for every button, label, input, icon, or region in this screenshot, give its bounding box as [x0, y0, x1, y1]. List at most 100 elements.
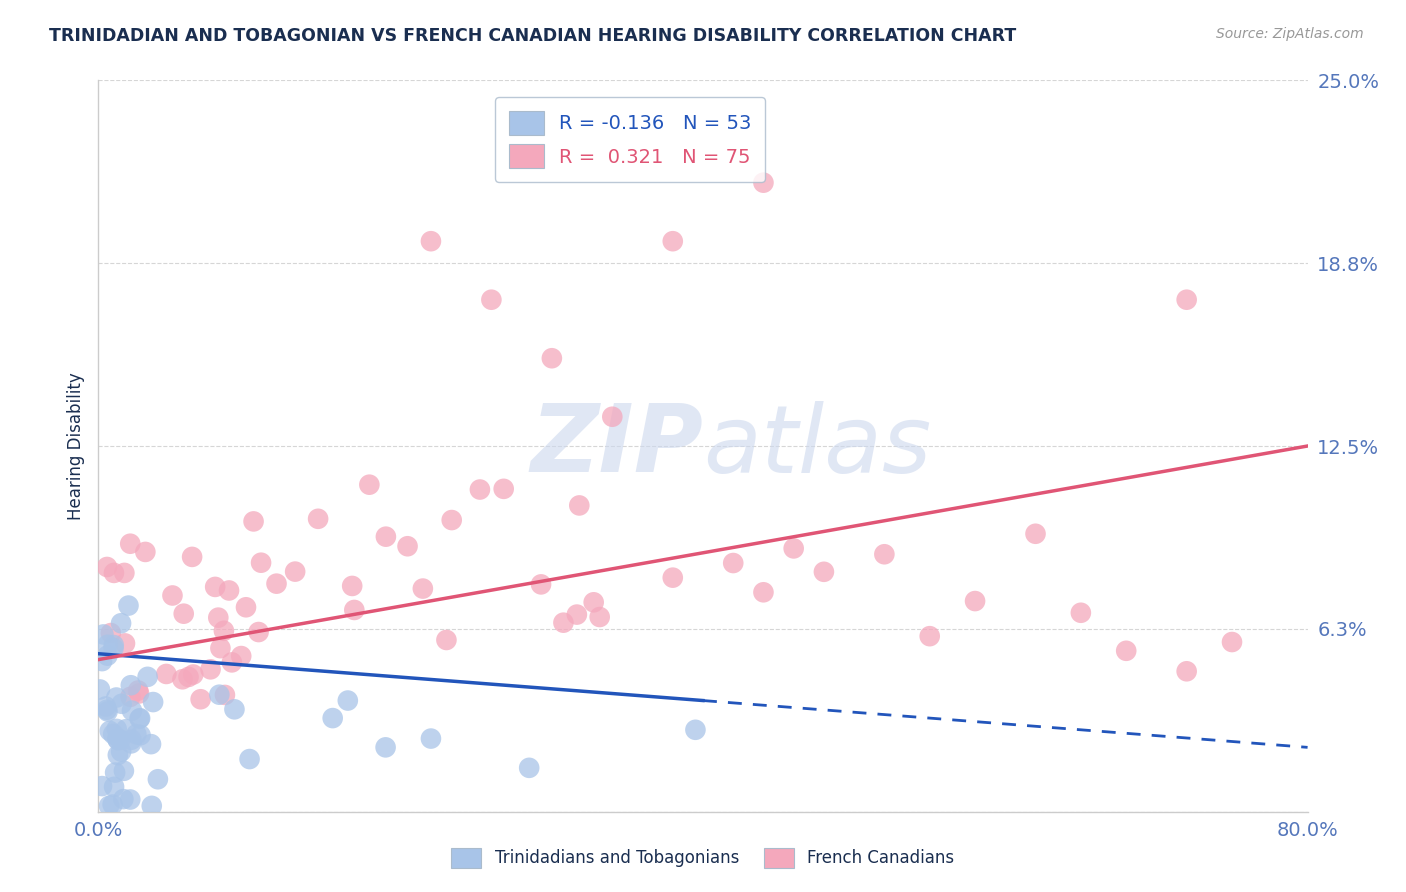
Point	[307, 512, 329, 526]
Point	[239, 752, 262, 766]
Point	[190, 692, 212, 706]
Point	[589, 610, 612, 624]
Point	[91, 779, 114, 793]
Point	[103, 638, 125, 652]
Point	[112, 792, 135, 806]
Text: TRINIDADIAN AND TOBAGONIAN VS FRENCH CANADIAN HEARING DISABILITY CORRELATION CHA: TRINIDADIAN AND TOBAGONIAN VS FRENCH CAN…	[49, 27, 1017, 45]
Point	[107, 733, 129, 747]
Point	[553, 615, 575, 630]
Point	[136, 670, 159, 684]
Point	[134, 545, 156, 559]
Point	[396, 539, 419, 553]
Point	[107, 747, 129, 762]
Point	[96, 648, 118, 663]
Point	[242, 515, 264, 529]
Point	[661, 234, 683, 248]
Point	[602, 409, 624, 424]
Point	[146, 772, 169, 787]
Point	[120, 678, 142, 692]
Legend: Trinidadians and Tobagonians, French Canadians: Trinidadians and Tobagonians, French Can…	[444, 841, 962, 875]
Point	[322, 711, 344, 725]
Point	[247, 625, 270, 640]
Point	[873, 547, 896, 561]
Point	[661, 571, 683, 585]
Y-axis label: Hearing Disability: Hearing Disability	[66, 372, 84, 520]
Point	[96, 703, 118, 717]
Point	[114, 636, 136, 650]
Point	[103, 641, 125, 656]
Point	[105, 722, 128, 736]
Point	[97, 705, 120, 719]
Point	[813, 565, 835, 579]
Point	[231, 648, 253, 663]
Point	[142, 695, 165, 709]
Point	[127, 683, 149, 698]
Point	[110, 732, 132, 747]
Point	[1070, 606, 1092, 620]
Point	[1220, 635, 1243, 649]
Point	[214, 688, 236, 702]
Point	[105, 731, 128, 746]
Point	[103, 727, 125, 741]
Point	[965, 594, 987, 608]
Point	[110, 745, 132, 759]
Point	[343, 603, 366, 617]
Point	[181, 667, 204, 681]
Point	[374, 530, 396, 544]
Point	[96, 560, 118, 574]
Point	[212, 624, 235, 638]
Point	[1115, 644, 1137, 658]
Point	[100, 626, 122, 640]
Point	[117, 599, 139, 613]
Point	[530, 577, 553, 591]
Point	[468, 483, 491, 497]
Point	[420, 234, 443, 248]
Point	[98, 723, 121, 738]
Point	[200, 662, 222, 676]
Point	[685, 723, 707, 737]
Point	[1024, 526, 1046, 541]
Point	[104, 765, 127, 780]
Point	[208, 688, 231, 702]
Point	[359, 477, 381, 491]
Point	[374, 740, 396, 755]
Point	[120, 736, 142, 750]
Point	[207, 610, 229, 624]
Legend: R = -0.136   N = 53, R =  0.321   N = 75: R = -0.136 N = 53, R = 0.321 N = 75	[495, 97, 765, 182]
Point	[783, 541, 806, 556]
Point	[436, 632, 458, 647]
Point	[110, 616, 132, 631]
Point	[209, 641, 232, 656]
Point	[752, 585, 775, 599]
Point	[121, 704, 143, 718]
Point	[129, 728, 152, 742]
Point	[139, 737, 162, 751]
Point	[125, 727, 148, 741]
Point	[128, 712, 150, 726]
Point	[120, 690, 142, 704]
Point	[120, 732, 142, 747]
Point	[235, 600, 257, 615]
Point	[101, 797, 124, 812]
Point	[112, 566, 135, 580]
Point	[568, 499, 591, 513]
Text: Source: ZipAtlas.com: Source: ZipAtlas.com	[1216, 27, 1364, 41]
Point	[1175, 293, 1198, 307]
Point	[128, 686, 150, 700]
Point	[412, 582, 434, 596]
Point	[181, 549, 204, 564]
Point	[517, 761, 540, 775]
Point	[103, 566, 125, 580]
Point	[89, 682, 111, 697]
Point	[112, 764, 135, 778]
Point	[340, 579, 363, 593]
Point	[120, 792, 142, 806]
Point	[162, 589, 184, 603]
Point	[120, 537, 142, 551]
Point	[98, 798, 121, 813]
Point	[94, 699, 117, 714]
Point	[91, 654, 114, 668]
Point	[105, 690, 128, 705]
Point	[97, 638, 120, 652]
Point	[141, 798, 163, 813]
